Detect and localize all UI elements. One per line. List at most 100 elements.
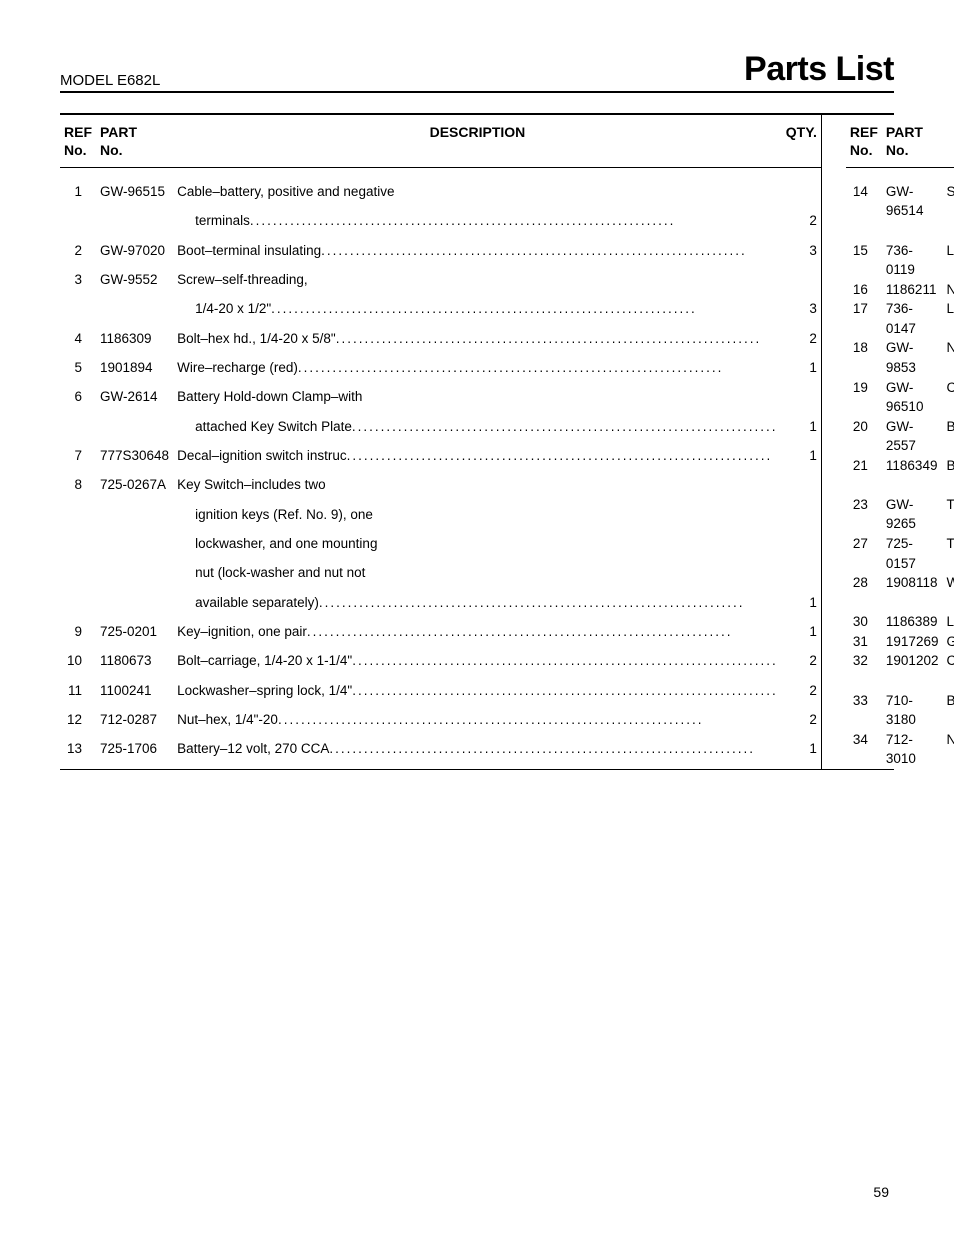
table-row: 17736-0147Lockwasher–external tooth, #10…: [846, 299, 954, 338]
desc-cell: Lockwasher–5/16": [942, 241, 954, 280]
table-row: 1/4-20 x 1/2"3: [60, 299, 821, 328]
ref-cell: [60, 593, 96, 622]
ref-cell: [60, 417, 96, 446]
part-cell: [96, 505, 173, 534]
part-cell: [96, 534, 173, 563]
table-row: 2GW-97020Boot–terminal insulating3: [60, 241, 821, 270]
desc-cell: Boot–terminal insulating: [173, 241, 782, 270]
parts-table-wrapper: REFNo. PARTNo. DESCRIPTION QTY. 1GW-9651…: [60, 113, 894, 770]
desc-cell: ignition keys (Ref. No. 9), one: [173, 505, 782, 534]
ref-cell: 20: [846, 417, 882, 456]
parts-table-right: REFNo. PARTNo. DESCRIPTION QTY. 14GW-965…: [846, 115, 954, 769]
table-row: 301186389Locknut–hex, 1/4"-203: [846, 612, 954, 632]
qty-cell: 1: [782, 593, 822, 622]
part-cell: [96, 593, 173, 622]
desc-cell: Ground Wire Assembly: [942, 632, 954, 652]
table-row: 311917269Ground Wire Assembly1: [846, 632, 954, 652]
qty-cell: 2: [782, 211, 822, 240]
desc-cell: Bolt–flange lock, 5/16-18 x 1": [942, 691, 954, 730]
ref-cell: 15: [846, 241, 882, 280]
part-cell: GW-96510: [882, 378, 943, 417]
desc-cell: Nut–hex, #10-32,: [942, 338, 954, 377]
ref-cell: 18: [846, 338, 882, 377]
table-row: nut (lock-washer and nut not: [60, 563, 821, 592]
qty-cell: [782, 534, 822, 563]
table-row: 211186349Bolt–flanged hex hd.,: [846, 456, 954, 476]
part-cell: 725-0157: [882, 534, 943, 573]
part-cell: [882, 593, 943, 613]
col-header-desc: DESCRIPTION: [942, 115, 954, 168]
table-row: ignition keys (Ref. No. 9), one: [60, 505, 821, 534]
part-cell: 712-0287: [96, 710, 173, 739]
ref-cell: [846, 221, 882, 241]
col-header-desc: DESCRIPTION: [173, 115, 782, 168]
desc-cell: block: [942, 671, 954, 691]
col-header-qty: QTY.: [782, 115, 822, 168]
page-header: MODEL E682L Parts List: [60, 50, 894, 93]
ref-cell: 13: [60, 739, 96, 768]
table-row: 8725-0267AKey Switch–includes two: [60, 475, 821, 504]
desc-cell: Key Switch–includes two: [173, 475, 782, 504]
table-row: Terminal Assembly1: [846, 593, 954, 613]
desc-cell: Wire Harness & Connecting: [942, 573, 954, 593]
desc-cell: Terminal Assembly: [942, 593, 954, 613]
part-cell: [882, 475, 943, 495]
table-row: 14GW-96514Solenoid–starter, includes nut…: [846, 182, 954, 221]
qty-cell: [782, 182, 822, 211]
table-row: block1: [846, 671, 954, 691]
table-row: 19GW-96510Cable–solenoid to starter moto…: [846, 378, 954, 417]
qty-cell: 1: [782, 622, 822, 651]
page-number: 59: [873, 1184, 889, 1200]
qty-cell: 3: [782, 299, 822, 328]
ref-cell: 31: [846, 632, 882, 652]
part-cell: 1186309: [96, 329, 173, 358]
ref-cell: [846, 671, 882, 691]
part-cell: 1186349: [882, 456, 943, 476]
desc-cell: Solenoid–starter, includes nuts and: [942, 182, 954, 221]
part-cell: [96, 299, 173, 328]
desc-cell: Bolt–flanged hex hd.,: [942, 456, 954, 476]
qty-cell: [782, 270, 822, 299]
table-row: 101180673Bolt–carriage, 1/4-20 x 1-1/4"2: [60, 651, 821, 680]
col-header-part: PARTNo.: [96, 115, 173, 168]
qty-cell: [782, 563, 822, 592]
ref-cell: 30: [846, 612, 882, 632]
ref-cell: 4: [60, 329, 96, 358]
qty-cell: 1: [782, 358, 822, 387]
desc-cell: Screw–self-threading,: [173, 270, 782, 299]
desc-cell: nut (lock-washer and nut not: [173, 563, 782, 592]
desc-cell: Nut–hex, 1/4"-20: [173, 710, 782, 739]
ref-cell: 2: [60, 241, 96, 270]
table-row: 12712-0287Nut–hex, 1/4"-202: [60, 710, 821, 739]
part-cell: 1180673: [96, 651, 173, 680]
part-cell: 1100241: [96, 681, 173, 710]
qty-cell: 1: [782, 417, 822, 446]
part-cell: GW-2557: [882, 417, 943, 456]
table-row: terminals2: [60, 211, 821, 240]
ref-cell: 11: [60, 681, 96, 710]
ref-cell: 23: [846, 495, 882, 534]
ref-cell: 8: [60, 475, 96, 504]
qty-cell: [782, 387, 822, 416]
desc-cell: terminals: [173, 211, 782, 240]
part-cell: GW-2614: [96, 387, 173, 416]
desc-cell: Nut–flange lock, 5/16"-18: [942, 730, 954, 769]
desc-cell: Tie–plastic: [942, 534, 954, 573]
desc-cell: attached Key Switch Plate: [173, 417, 782, 446]
table-row: 41186309Bolt–hex hd., 1/4-20 x 5/8"2: [60, 329, 821, 358]
model-label: MODEL E682L: [60, 72, 160, 89]
desc-cell: Battery–12 volt, 270 CCA: [173, 739, 782, 768]
ref-cell: 12: [60, 710, 96, 739]
table-row: 18GW-9853Nut–hex, #10-32,1: [846, 338, 954, 377]
qty-cell: 3: [782, 241, 822, 270]
qty-cell: 2: [782, 710, 822, 739]
ref-cell: 33: [846, 691, 882, 730]
table-row: 111100241Lockwasher–spring lock, 1/4"2: [60, 681, 821, 710]
table-row: 33710-3180Bolt–flange lock, 5/16-18 x 1"…: [846, 691, 954, 730]
ref-cell: [60, 505, 96, 534]
ref-cell: [60, 534, 96, 563]
part-cell: [96, 563, 173, 592]
part-cell: 1186211: [882, 280, 943, 300]
ref-cell: 9: [60, 622, 96, 651]
desc-cell: Battery Hold-down Clamp–with: [173, 387, 782, 416]
